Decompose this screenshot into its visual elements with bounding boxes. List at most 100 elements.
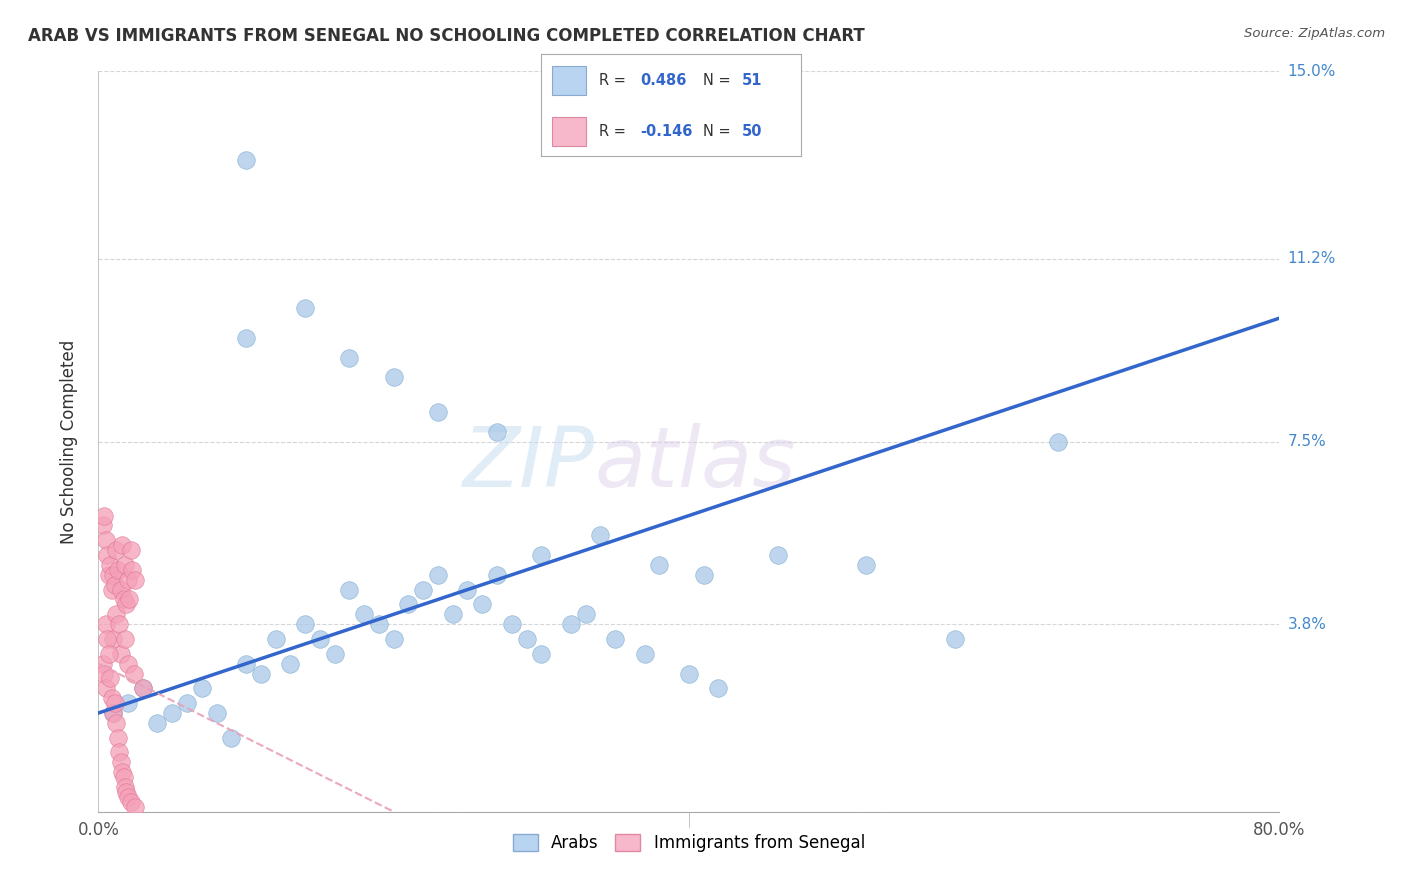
Point [309, 632, 332, 646]
Point [486, 567, 509, 582]
Point [221, 731, 243, 745]
Text: ZIP: ZIP [463, 423, 595, 504]
Point [103, 706, 125, 720]
Point [112, 592, 135, 607]
Point [114, 558, 136, 572]
Point [441, 607, 464, 622]
Point [114, 632, 136, 646]
Point [103, 632, 125, 646]
Point [107, 563, 129, 577]
Point [560, 617, 582, 632]
Point [100, 691, 122, 706]
Text: Source: ZipAtlas.com: Source: ZipAtlas.com [1244, 27, 1385, 40]
Point [104, 696, 127, 710]
Point [294, 617, 316, 632]
Text: 50: 50 [741, 124, 762, 139]
Point [97, 647, 120, 661]
Y-axis label: No Schooling Completed: No Schooling Completed [59, 340, 77, 543]
Point [110, 582, 132, 597]
Point [124, 799, 146, 814]
Point [120, 795, 142, 809]
Text: N =: N = [703, 72, 735, 87]
Point [104, 577, 127, 591]
Text: 7.5%: 7.5% [1288, 434, 1326, 449]
Point [105, 607, 128, 622]
Point [589, 528, 612, 542]
Point [117, 573, 139, 587]
Point [115, 598, 138, 612]
Point [162, 706, 183, 720]
Point [176, 696, 198, 710]
Point [132, 681, 155, 696]
Point [111, 538, 134, 552]
Point [118, 592, 141, 607]
Point [91, 657, 114, 671]
Point [94, 617, 117, 632]
Point [132, 681, 155, 696]
Point [339, 351, 361, 365]
Point [96, 548, 118, 562]
Point [368, 617, 391, 632]
Point [678, 666, 700, 681]
Point [94, 533, 117, 548]
Point [96, 632, 118, 646]
Text: atlas: atlas [595, 423, 796, 504]
Point [634, 647, 657, 661]
Point [943, 632, 966, 646]
Point [486, 425, 509, 439]
Point [250, 666, 273, 681]
Point [191, 681, 214, 696]
Text: 51: 51 [741, 72, 762, 87]
Point [382, 370, 405, 384]
Point [108, 617, 131, 632]
Text: 15.0%: 15.0% [1288, 64, 1336, 78]
Point [235, 153, 257, 168]
Point [575, 607, 598, 622]
Point [235, 657, 257, 671]
Point [112, 770, 135, 784]
Point [693, 567, 716, 582]
Point [91, 518, 114, 533]
Point [398, 598, 420, 612]
Point [105, 543, 128, 558]
Bar [551, 66, 585, 95]
Point [382, 632, 405, 646]
Point [110, 756, 132, 770]
Point [530, 647, 553, 661]
Point [707, 681, 730, 696]
Point [427, 567, 450, 582]
Point [323, 647, 346, 661]
Point [471, 598, 494, 612]
Point [1047, 434, 1070, 449]
Point [122, 666, 145, 681]
Point [501, 617, 523, 632]
Point [205, 706, 228, 720]
Point [117, 789, 139, 804]
Text: N =: N = [703, 124, 735, 139]
Point [264, 632, 287, 646]
Point [412, 582, 434, 597]
Text: 3.8%: 3.8% [1288, 616, 1327, 632]
Text: 11.2%: 11.2% [1288, 252, 1336, 267]
Point [111, 765, 134, 780]
Point [115, 785, 138, 799]
Text: R =: R = [599, 124, 630, 139]
Point [93, 666, 115, 681]
Point [107, 731, 129, 745]
Text: 0.486: 0.486 [640, 72, 686, 87]
Point [98, 558, 121, 572]
Point [280, 657, 302, 671]
Point [117, 657, 139, 671]
Point [114, 780, 136, 794]
Point [103, 567, 125, 582]
Point [93, 508, 115, 523]
Point [117, 696, 139, 710]
Point [648, 558, 671, 572]
Point [121, 563, 143, 577]
Text: ARAB VS IMMIGRANTS FROM SENEGAL NO SCHOOLING COMPLETED CORRELATION CHART: ARAB VS IMMIGRANTS FROM SENEGAL NO SCHOO… [28, 27, 865, 45]
Point [94, 681, 117, 696]
Point [457, 582, 479, 597]
Point [97, 567, 120, 582]
Point [124, 573, 146, 587]
Point [235, 331, 257, 345]
